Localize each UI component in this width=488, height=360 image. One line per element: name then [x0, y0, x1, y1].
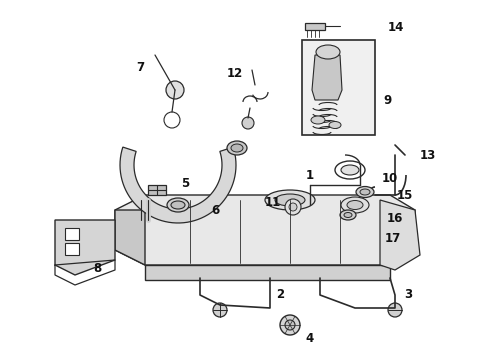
Text: 17: 17	[384, 231, 400, 244]
Ellipse shape	[340, 165, 358, 175]
Text: 11: 11	[264, 195, 281, 208]
Ellipse shape	[334, 161, 364, 179]
Text: 6: 6	[210, 203, 219, 216]
Text: 9: 9	[383, 94, 391, 107]
Text: 5: 5	[181, 176, 189, 189]
Ellipse shape	[310, 116, 325, 124]
Bar	[65, 228, 79, 240]
Ellipse shape	[328, 122, 340, 129]
Ellipse shape	[264, 190, 314, 210]
Ellipse shape	[340, 197, 368, 213]
Ellipse shape	[230, 144, 243, 152]
Bar	[148, 185, 165, 195]
Polygon shape	[120, 147, 236, 223]
Ellipse shape	[274, 194, 305, 206]
Ellipse shape	[226, 141, 246, 155]
Ellipse shape	[315, 45, 339, 59]
Polygon shape	[145, 265, 389, 280]
Text: 1: 1	[305, 168, 313, 181]
Circle shape	[213, 303, 226, 317]
Ellipse shape	[355, 186, 373, 198]
Text: 15: 15	[396, 189, 412, 202]
Circle shape	[163, 112, 180, 128]
Text: 8: 8	[93, 261, 101, 275]
Ellipse shape	[346, 201, 362, 210]
Text: 2: 2	[275, 288, 284, 302]
Circle shape	[280, 315, 299, 335]
Polygon shape	[55, 220, 115, 275]
Text: 4: 4	[305, 332, 313, 345]
Text: 7: 7	[136, 60, 144, 73]
Ellipse shape	[343, 212, 351, 217]
Text: 3: 3	[403, 288, 411, 302]
Polygon shape	[379, 200, 419, 270]
Polygon shape	[115, 195, 414, 265]
Bar	[65, 243, 79, 255]
Ellipse shape	[339, 210, 355, 220]
Text: 14: 14	[387, 21, 404, 33]
Text: 16: 16	[386, 212, 403, 225]
Text: 10: 10	[381, 171, 397, 185]
Text: 13: 13	[419, 149, 435, 162]
Circle shape	[288, 203, 296, 211]
Ellipse shape	[171, 201, 184, 209]
Circle shape	[387, 303, 401, 317]
Bar	[302, 40, 374, 135]
Circle shape	[242, 117, 253, 129]
Polygon shape	[115, 210, 145, 265]
Bar	[305, 23, 325, 30]
Ellipse shape	[167, 198, 189, 212]
Circle shape	[285, 199, 301, 215]
Text: 12: 12	[226, 67, 243, 80]
Ellipse shape	[359, 189, 369, 195]
Circle shape	[165, 81, 183, 99]
Polygon shape	[311, 55, 341, 100]
Circle shape	[285, 320, 294, 330]
